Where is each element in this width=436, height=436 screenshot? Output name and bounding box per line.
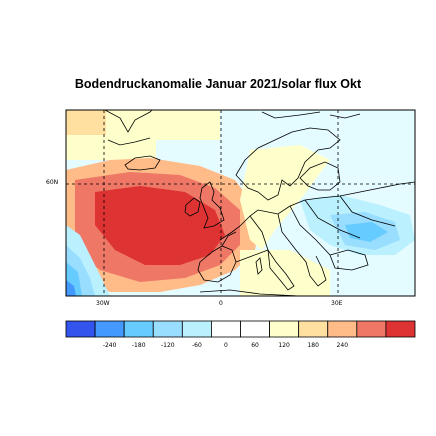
- legend-label: -120: [160, 342, 175, 349]
- legend-label: -60: [191, 342, 202, 349]
- lat-label-60n: 60N: [46, 179, 59, 186]
- legend-label: 120: [278, 342, 290, 349]
- legend-swatch: [240, 320, 270, 338]
- map-title: Bodendruckanomalie Januar 2021/solar flu…: [74, 77, 362, 91]
- legend-label: 180: [307, 342, 319, 349]
- legend-label: 60: [251, 342, 259, 349]
- legend-swatch: [327, 320, 358, 338]
- map-field: [66, 110, 415, 296]
- legend-swatch: [269, 320, 300, 338]
- legend-label: -240: [102, 342, 117, 349]
- legend-swatch: [356, 320, 387, 338]
- legend-swatch: [94, 320, 125, 338]
- lon-label-30w: 30W: [96, 300, 110, 307]
- legend-swatch: [181, 320, 212, 338]
- legend-swatch: [211, 320, 241, 338]
- legend-label: 240: [336, 342, 349, 349]
- lon-label-30e: 30E: [331, 300, 343, 307]
- legend-swatch: [152, 320, 183, 338]
- legend-swatch: [385, 320, 416, 338]
- legend-swatch: [65, 320, 96, 338]
- legend-label: 0: [224, 342, 228, 349]
- legend-label: -180: [131, 342, 146, 349]
- legend-swatch: [298, 320, 329, 338]
- lon-label-0: 0: [219, 300, 223, 307]
- legend-swatch: [123, 320, 154, 338]
